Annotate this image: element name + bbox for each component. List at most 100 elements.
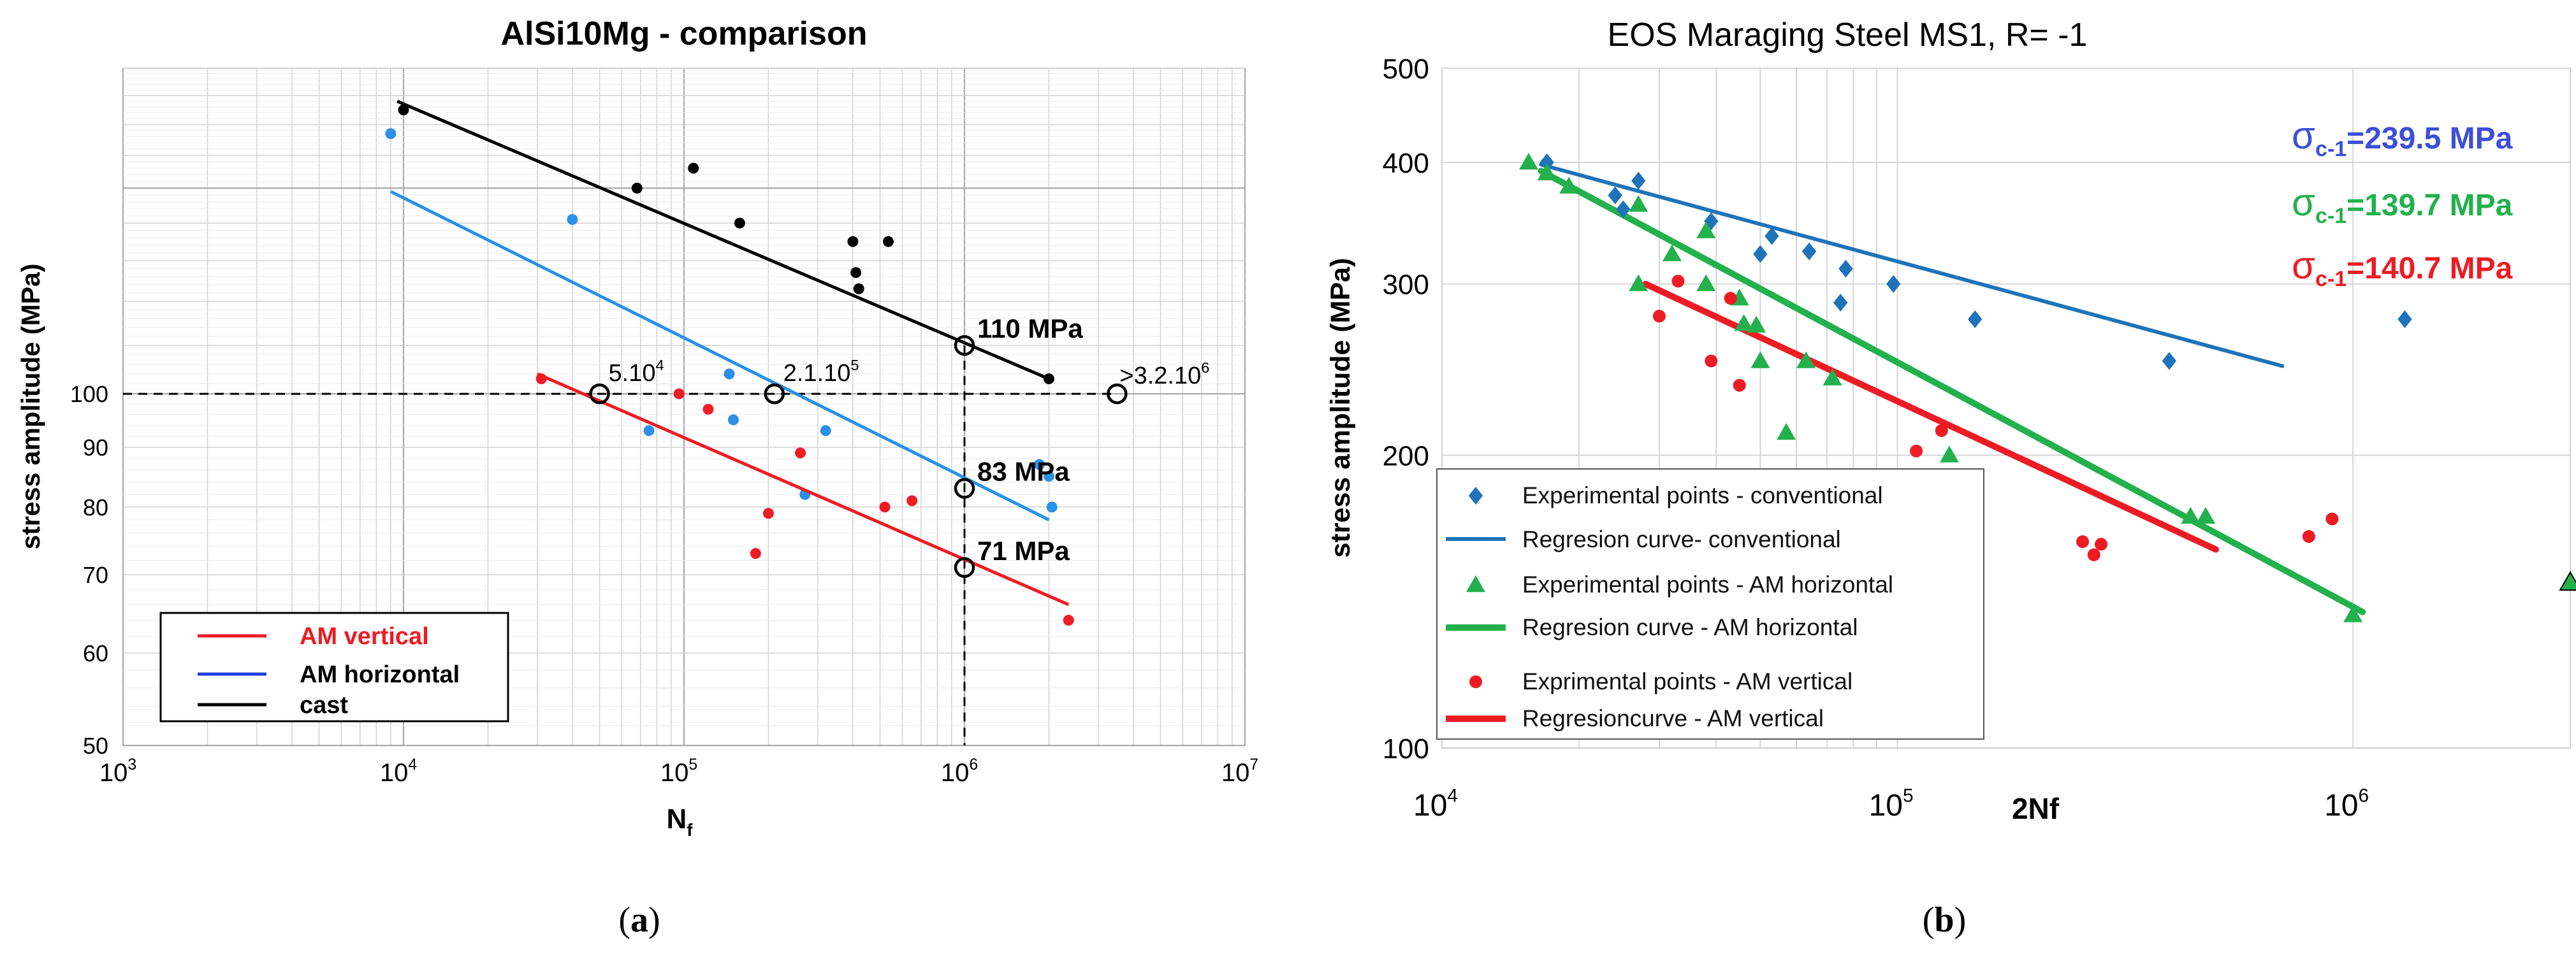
sigma-symbol-conventional: σ xyxy=(2292,114,2315,157)
annotation-marker xyxy=(954,335,975,356)
data-point-am-vertical xyxy=(879,501,891,513)
y-tick-b: 400 xyxy=(1383,148,1429,179)
data-point-am-vertical xyxy=(673,388,685,399)
data-point-exprimental-points-am-vertical xyxy=(1705,354,1718,368)
x-tick-b-base: 10 xyxy=(1869,789,1903,823)
annotation-label: 71 MPa xyxy=(977,536,1070,566)
data-point-experimental-points-am-horizontal xyxy=(1696,221,1716,238)
y-axis-label-a: stress amplitude (MPa) xyxy=(16,264,45,550)
data-point-experimental-points-am-horizontal xyxy=(1939,445,1959,463)
data-point-experimental-points-conventional xyxy=(1765,227,1779,245)
data-point-experimental-points-conventional xyxy=(1753,245,1768,263)
x-tick-b-base: 10 xyxy=(1413,789,1447,823)
data-point-experimental-points-am-horizontal xyxy=(1747,315,1766,333)
data-point-am-vertical xyxy=(906,495,918,507)
data-point-am-vertical xyxy=(702,403,714,415)
annotations-a: 5.104 2.1.105 >3.2.106 110 MPa 83 MPa 71 MPa xyxy=(589,313,1209,579)
data-point-experimental-points-am-horizontal xyxy=(1518,152,1538,170)
data-point-exprimental-points-am-vertical xyxy=(2076,535,2090,549)
data-point-exprimental-points-am-vertical xyxy=(2302,530,2315,543)
x-tick-a-exp: 3 xyxy=(127,756,136,774)
annotation-label-base: 2.1.10 xyxy=(783,360,851,387)
data-point-exprimental-points-am-vertical xyxy=(1671,275,1685,288)
data-point-am-horizontal xyxy=(1034,459,1045,470)
data-point-experimental-points-conventional xyxy=(1616,200,1631,219)
sigma-label-am-vertical: σc-1=140.7 MPa xyxy=(2292,244,2513,291)
sigma-value-am-vertical: =140.7 MPa xyxy=(2347,252,2512,285)
legend-b-triangle xyxy=(1466,575,1485,593)
legend-b-marker-am-vertical xyxy=(1469,675,1482,688)
annotation-label: 83 MPa xyxy=(977,456,1070,486)
y-tick-a: 90 xyxy=(83,435,108,461)
sigma-labels: σc-1=239.5 MPa σc-1=139.7 MPa σc-1=140.7… xyxy=(2292,114,2513,291)
sigma-value-conventional: =239.5 MPa xyxy=(2347,122,2512,155)
legend-b-label-3: Regresion curve - AM horizontal xyxy=(1522,614,1858,640)
data-point-experimental-points-am-horizontal xyxy=(2559,571,2576,591)
y-tick-a: 70 xyxy=(83,562,108,588)
sigma-sub-am-vertical: c-1 xyxy=(2315,267,2347,291)
data-point-experimental-points-conventional xyxy=(1967,310,1983,328)
x-axis-label-b: 2Nf xyxy=(2012,792,2060,825)
annotation-marker xyxy=(589,383,610,405)
data-point-experimental-points-am-horizontal xyxy=(1777,422,1796,440)
legend-b-marker-am-horizontal xyxy=(1466,575,1485,593)
y-tick-b: 300 xyxy=(1383,270,1429,301)
y-tick-b: 500 xyxy=(1383,54,1429,85)
data-point-experimental-points-conventional xyxy=(1631,171,1646,190)
data-point-experimental-points-conventional xyxy=(1608,186,1622,205)
data-point-exprimental-points-am-vertical xyxy=(1652,310,1666,323)
x-tick-a: 107 xyxy=(1221,756,1258,787)
x-tick-a-base: 10 xyxy=(1221,759,1250,787)
data-point-experimental-points-conventional xyxy=(2398,310,2412,328)
x-tick-b: 105 xyxy=(1869,785,1914,823)
regression-curve-experimental-points-conventional xyxy=(1539,162,2285,368)
data-point-experimental-points-am-horizontal xyxy=(1823,368,1842,385)
annotation-marker xyxy=(954,478,975,499)
x-tick-b-base: 10 xyxy=(2324,789,2358,823)
x-tick-b-exp: 6 xyxy=(2359,785,2369,806)
data-point-cast xyxy=(850,267,862,278)
data-point-cast xyxy=(847,236,859,247)
legend-a-label-cast: cast xyxy=(300,692,348,719)
caption-b: (b) xyxy=(1923,900,1966,940)
data-point-experimental-points-am-horizontal xyxy=(1629,195,1648,212)
chart-title-a: AlSi10Mg - comparison xyxy=(501,15,868,52)
data-point-exprimental-points-am-vertical xyxy=(2095,538,2108,551)
legend-b-label-1: Regresion curve- conventional xyxy=(1522,526,1841,552)
x-tick-b-exp: 5 xyxy=(1903,785,1914,806)
data-point-experimental-points-am-horizontal xyxy=(1734,314,1754,331)
data-point-experimental-points-conventional xyxy=(1833,294,1848,312)
x-tick-a-base: 10 xyxy=(99,759,128,787)
regression-line-cast xyxy=(397,99,1050,380)
data-point-exprimental-points-am-vertical xyxy=(2325,512,2339,526)
legend-b-marker-conventional xyxy=(1468,487,1483,505)
legend-a-label-am-vertical: AM vertical xyxy=(300,623,429,650)
y-tick-a: 80 xyxy=(83,494,108,521)
y-axis-label-b: stress amplitude (MPa) xyxy=(1325,258,1356,558)
legend-b-circle xyxy=(1469,675,1482,688)
x-tick-b-exp: 4 xyxy=(1447,785,1458,806)
annotation-label: >3.2.106 xyxy=(1119,359,1209,389)
data-point-cast xyxy=(1043,373,1054,385)
data-point-am-horizontal xyxy=(724,368,735,380)
x-tick-a-base: 10 xyxy=(380,759,409,787)
annotation-marker xyxy=(954,557,975,579)
data-point-experimental-points-am-horizontal xyxy=(2343,605,2363,622)
legend-a-label-am-horizontal: AM horizontal xyxy=(300,661,460,688)
series-a xyxy=(385,99,1074,626)
annotation-label: 110 MPa xyxy=(977,313,1083,343)
legend-a: AM vertical AM horizontal cast xyxy=(159,612,509,723)
x-tick-b: 106 xyxy=(2324,785,2369,823)
data-point-experimental-points-am-horizontal xyxy=(2196,507,2216,524)
data-point-experimental-points-conventional xyxy=(1886,275,1901,293)
data-point-cast xyxy=(734,217,745,229)
sigma-sub-conventional: c-1 xyxy=(2315,137,2347,161)
annotation-marker xyxy=(764,383,785,405)
data-point-exprimental-points-am-vertical xyxy=(1910,444,1923,457)
sigma-sub-am-horizontal: c-1 xyxy=(2315,204,2347,228)
data-point-experimental-points-am-horizontal xyxy=(1750,351,1770,368)
x-tick-a-base: 10 xyxy=(660,759,689,787)
